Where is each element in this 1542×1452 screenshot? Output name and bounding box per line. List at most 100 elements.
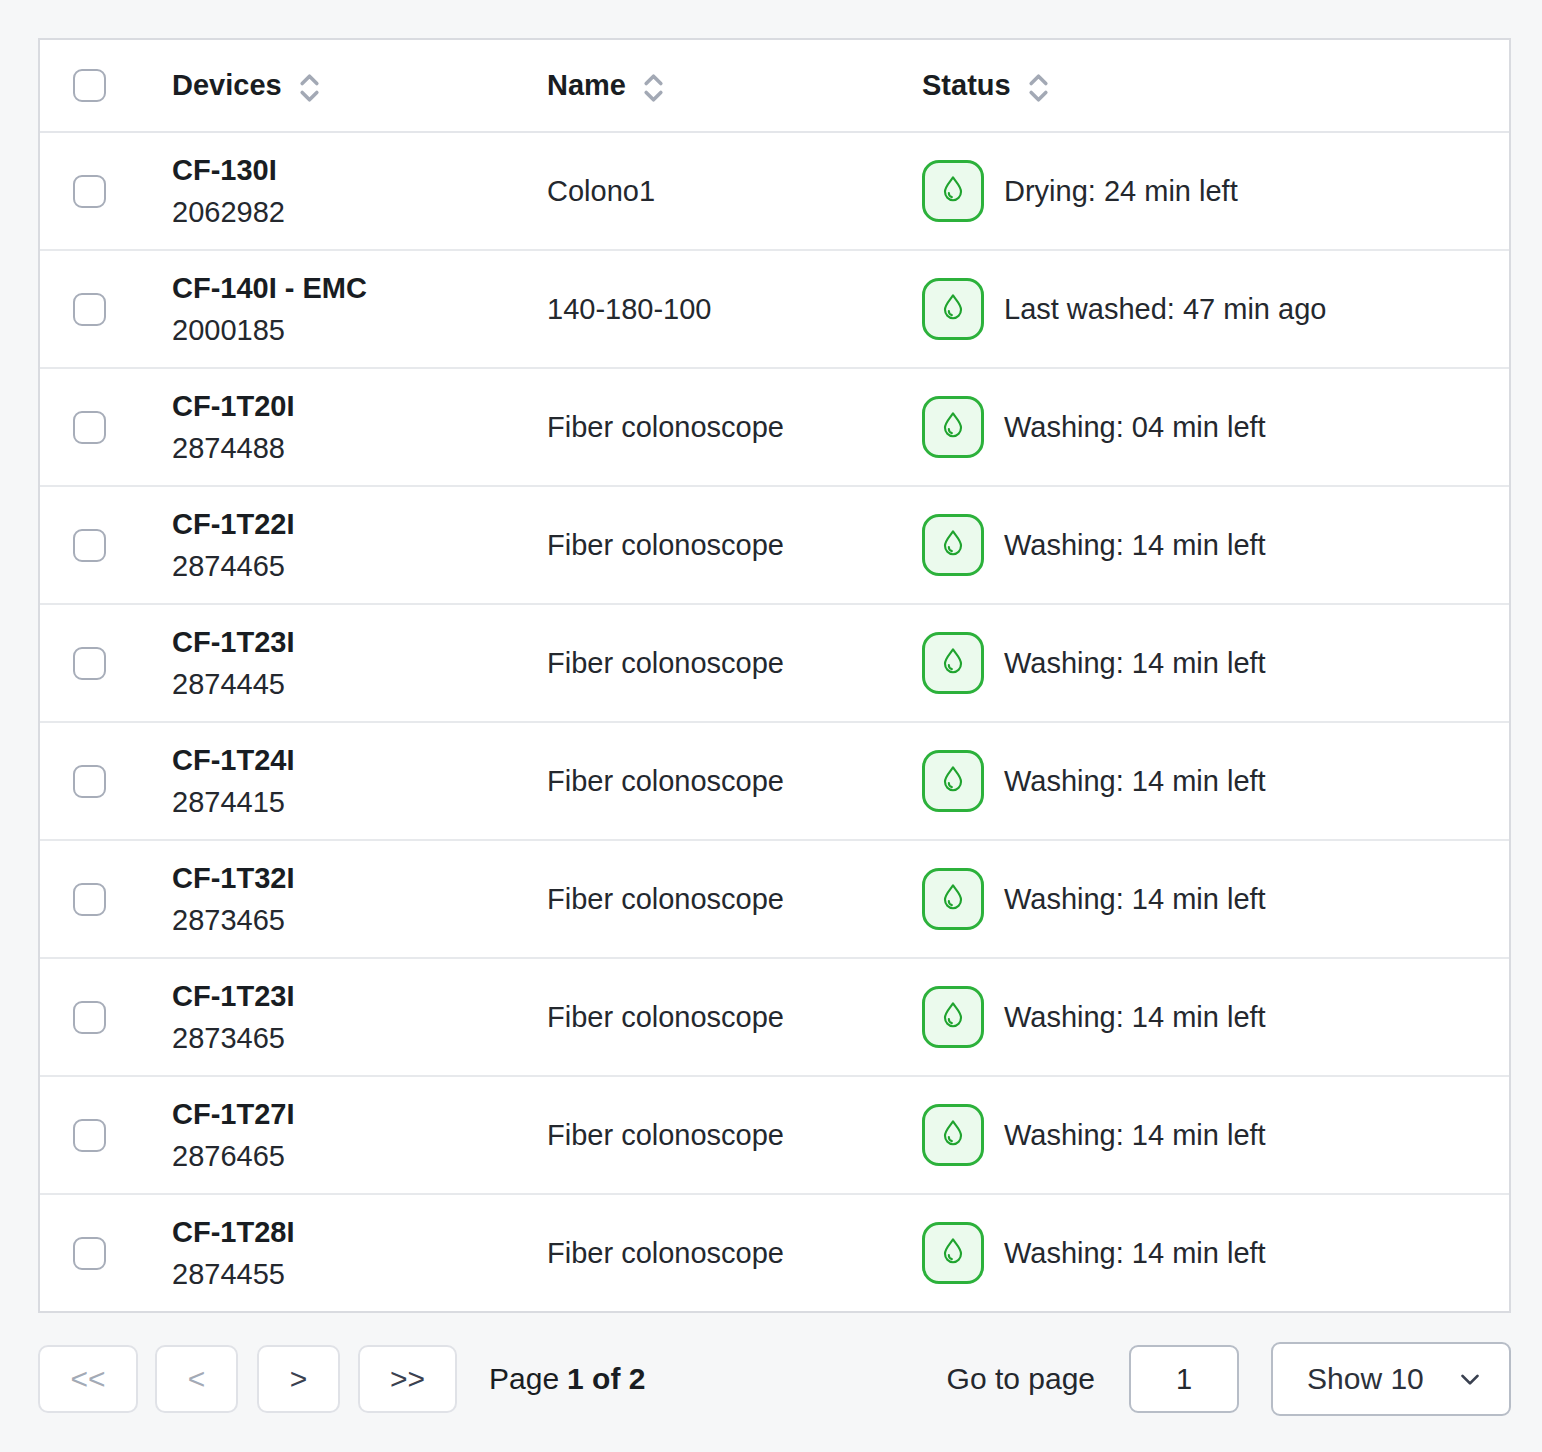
status-text: Drying: 24 min left — [1004, 175, 1238, 208]
name-cell: Fiber colonoscope — [547, 1001, 922, 1034]
row-checkbox-cell — [40, 1001, 172, 1034]
page-indicator-prefix: Page — [489, 1362, 559, 1395]
name-column-label: Name — [547, 69, 626, 102]
status-cell: Drying: 24 min left — [922, 160, 1509, 222]
status-text: Washing: 04 min left — [1004, 411, 1266, 444]
droplet-icon — [937, 1235, 969, 1271]
device-serial: 2062982 — [172, 198, 285, 227]
select-all-checkbox[interactable] — [73, 69, 106, 102]
table-row: CF-130I 2062982 Colono1 Drying: 24 min l… — [40, 133, 1509, 249]
droplet-icon — [937, 291, 969, 327]
device-serial: 2873465 — [172, 1024, 294, 1053]
status-cell: Washing: 14 min left — [922, 514, 1509, 576]
device-cell: CF-1T22I 2874465 — [172, 510, 547, 581]
device-cell: CF-1T32I 2873465 — [172, 864, 547, 935]
sort-status-button[interactable] — [1025, 71, 1052, 105]
device-model: CF-130I — [172, 156, 285, 185]
droplet-icon — [937, 645, 969, 681]
row-checkbox[interactable] — [73, 883, 106, 916]
row-checkbox[interactable] — [73, 529, 106, 562]
goto-page-label: Go to page — [947, 1362, 1095, 1396]
row-checkbox[interactable] — [73, 1237, 106, 1270]
row-checkbox[interactable] — [73, 1119, 106, 1152]
row-checkbox[interactable] — [73, 647, 106, 680]
device-serial: 2874445 — [172, 670, 294, 699]
status-cell: Washing: 14 min left — [922, 1222, 1509, 1284]
device-serial: 2874415 — [172, 788, 294, 817]
status-badge — [922, 986, 984, 1048]
table-row: CF-1T24I 2874415 Fiber colonoscope Washi… — [40, 721, 1509, 839]
row-checkbox[interactable] — [73, 411, 106, 444]
droplet-icon — [937, 1117, 969, 1153]
devices-table: Devices Name Status — [38, 38, 1511, 1313]
name-cell: Fiber colonoscope — [547, 1237, 922, 1270]
row-checkbox[interactable] — [73, 175, 106, 208]
name-cell: Fiber colonoscope — [547, 883, 922, 916]
goto-page-input[interactable] — [1129, 1345, 1239, 1413]
droplet-icon — [937, 881, 969, 917]
table-row: CF-1T32I 2873465 Fiber colonoscope Washi… — [40, 839, 1509, 957]
name-cell: Fiber colonoscope — [547, 1119, 922, 1152]
sort-devices-button[interactable] — [296, 71, 323, 105]
device-model: CF-1T22I — [172, 510, 294, 539]
status-cell: Washing: 14 min left — [922, 632, 1509, 694]
device-cell: CF-1T23I 2873465 — [172, 982, 547, 1053]
table-row: CF-1T22I 2874465 Fiber colonoscope Washi… — [40, 485, 1509, 603]
row-checkbox[interactable] — [73, 1001, 106, 1034]
row-checkbox-cell — [40, 1119, 172, 1152]
status-column-header: Status — [922, 69, 1509, 103]
status-text: Washing: 14 min left — [1004, 1237, 1266, 1270]
device-model: CF-1T28I — [172, 1218, 294, 1247]
chevron-down-icon — [1455, 1364, 1485, 1394]
row-checkbox-cell — [40, 529, 172, 562]
table-row: CF-1T23I 2874445 Fiber colonoscope Washi… — [40, 603, 1509, 721]
status-text: Last washed: 47 min ago — [1004, 293, 1326, 326]
device-name: Fiber colonoscope — [547, 1119, 784, 1152]
row-checkbox-cell — [40, 411, 172, 444]
next-page-button[interactable]: > — [257, 1345, 340, 1413]
device-cell: CF-130I 2062982 — [172, 156, 547, 227]
table-row: CF-1T27I 2876465 Fiber colonoscope Washi… — [40, 1075, 1509, 1193]
page-indicator-value: 1 of 2 — [567, 1362, 645, 1395]
droplet-icon — [937, 763, 969, 799]
device-serial: 2874455 — [172, 1260, 294, 1289]
status-badge — [922, 1104, 984, 1166]
device-name: Fiber colonoscope — [547, 1001, 784, 1034]
row-checkbox-cell — [40, 175, 172, 208]
status-text: Washing: 14 min left — [1004, 1001, 1266, 1034]
row-checkbox[interactable] — [73, 293, 106, 326]
last-page-button[interactable]: >> — [358, 1345, 457, 1413]
row-checkbox-cell — [40, 1237, 172, 1270]
table-row: CF-1T20I 2874488 Fiber colonoscope Washi… — [40, 367, 1509, 485]
first-page-button[interactable]: << — [38, 1345, 138, 1413]
name-cell: Fiber colonoscope — [547, 647, 922, 680]
status-text: Washing: 14 min left — [1004, 1119, 1266, 1152]
status-text: Washing: 14 min left — [1004, 529, 1266, 562]
droplet-icon — [937, 173, 969, 209]
name-cell: Fiber colonoscope — [547, 765, 922, 798]
status-cell: Washing: 14 min left — [922, 1104, 1509, 1166]
device-serial: 2874465 — [172, 552, 294, 581]
sort-name-button[interactable] — [640, 71, 667, 105]
status-cell: Washing: 14 min left — [922, 868, 1509, 930]
row-checkbox[interactable] — [73, 765, 106, 798]
devices-column-label: Devices — [172, 69, 282, 102]
device-model: CF-1T27I — [172, 1100, 294, 1129]
name-cell: 140-180-100 — [547, 293, 922, 326]
status-column-label: Status — [922, 69, 1011, 102]
page-size-label: Show 10 — [1307, 1362, 1424, 1396]
row-checkbox-cell — [40, 647, 172, 680]
prev-page-button[interactable]: < — [155, 1345, 238, 1413]
device-name: Fiber colonoscope — [547, 411, 784, 444]
status-badge — [922, 514, 984, 576]
table-row: CF-140I - EMC 2000185 140-180-100 Last w… — [40, 249, 1509, 367]
name-cell: Fiber colonoscope — [547, 529, 922, 562]
droplet-icon — [937, 409, 969, 445]
page-size-select[interactable]: Show 10 — [1271, 1342, 1511, 1416]
status-badge — [922, 750, 984, 812]
status-badge — [922, 278, 984, 340]
status-badge — [922, 1222, 984, 1284]
pagination-bar: << < > >> Page1 of 2 Go to page Show 10 — [38, 1342, 1511, 1416]
device-serial: 2873465 — [172, 906, 294, 935]
row-checkbox-cell — [40, 293, 172, 326]
